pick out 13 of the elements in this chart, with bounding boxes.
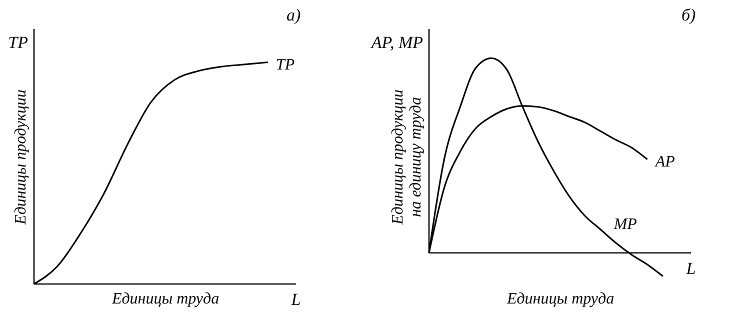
text: TP (8, 33, 28, 52)
x-axis-title: Единицы труда (506, 290, 614, 308)
text: AP, MP (370, 33, 423, 52)
text: L (290, 290, 301, 309)
series-label: AP (654, 153, 676, 170)
chart-title: б) (682, 5, 696, 24)
y-axis-title: Единицы продукции (12, 90, 30, 226)
series-label: TP (276, 56, 295, 74)
series-label: MP (612, 216, 638, 234)
annotation: L (685, 258, 696, 278)
y-axis-title: Единицы продукции на единицу труда (390, 90, 424, 226)
chart-title: а) (286, 5, 302, 24)
x-axis-title: Единицы труда (110, 290, 220, 308)
